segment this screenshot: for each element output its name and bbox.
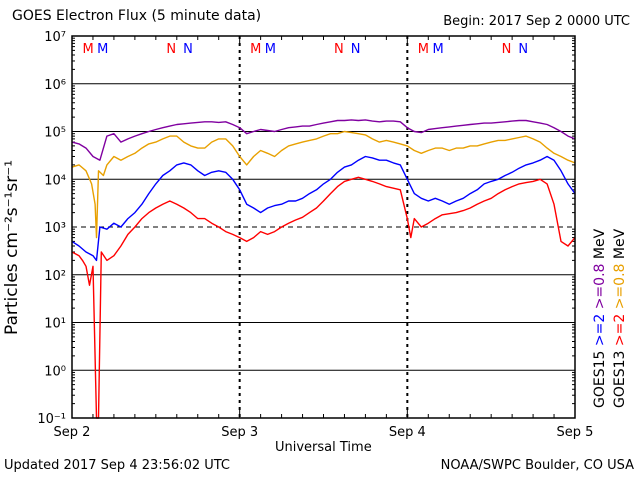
x-tick-label: Sep 3	[221, 425, 258, 440]
orbit-marker: N	[183, 42, 193, 57]
legend-goes13: GOES13 >=2 >=0.8 MeV	[612, 228, 628, 408]
series-line-1	[71, 130, 576, 239]
orbit-marker: M	[265, 42, 276, 57]
y-tick-label: 10⁰	[44, 364, 66, 379]
series-line-3	[71, 176, 576, 419]
y-tick-label: 10⁶	[44, 78, 66, 93]
orbit-marker: N	[502, 42, 512, 57]
series-line-2	[71, 155, 576, 262]
begin-time: Begin: 2017 Sep 2 0000 UTC	[443, 14, 630, 29]
legend-goes15-part: GOES15	[592, 351, 608, 408]
credit-text: NOAA/SWPC Boulder, CO USA	[440, 458, 634, 473]
legend-goes15-part: >=2	[592, 314, 608, 346]
orbit-marker: N	[518, 42, 528, 57]
legend-goes15-part: MeV	[592, 228, 608, 263]
orbit-marker: N	[351, 42, 361, 57]
series-line-0	[71, 119, 576, 161]
orbit-marker: M	[82, 42, 93, 57]
orbit-marker: M	[97, 42, 108, 57]
orbit-marker: M	[250, 42, 261, 57]
y-tick-label: 10⁷	[44, 30, 66, 45]
legend-goes15: GOES15 >=2 >=0.8 MeV	[592, 228, 608, 408]
orbit-marker: N	[166, 42, 176, 57]
legend-goes13-part: >=2	[612, 314, 628, 346]
legend-goes13-part: >=0.8	[612, 264, 628, 310]
y-tick-label: 10⁻¹	[37, 412, 66, 427]
legend-goes13-part: MeV	[612, 228, 628, 263]
chart-title: GOES Electron Flux (5 minute data)	[12, 8, 262, 24]
y-tick-label: 10⁴	[44, 173, 66, 188]
x-tick-label: Sep 5	[557, 425, 594, 440]
x-tick-label: Sep 2	[54, 425, 91, 440]
updated-timestamp: Updated 2017 Sep 4 23:56:02 UTC	[4, 458, 231, 473]
legend-goes15-part: >=0.8	[592, 264, 608, 310]
x-tick-label: Sep 4	[389, 425, 426, 440]
x-axis-label: Universal Time	[275, 440, 372, 455]
plot-frame	[71, 35, 576, 419]
y-tick-label: 10¹	[44, 317, 66, 332]
legend-goes13-part: GOES13	[612, 351, 628, 408]
orbit-marker: N	[334, 42, 344, 57]
y-tick-label: 10²	[44, 269, 66, 284]
orbit-marker: M	[418, 42, 429, 57]
y-tick-label: 10³	[44, 221, 66, 236]
orbit-marker: M	[432, 42, 443, 57]
y-tick-label: 10⁵	[44, 126, 66, 141]
